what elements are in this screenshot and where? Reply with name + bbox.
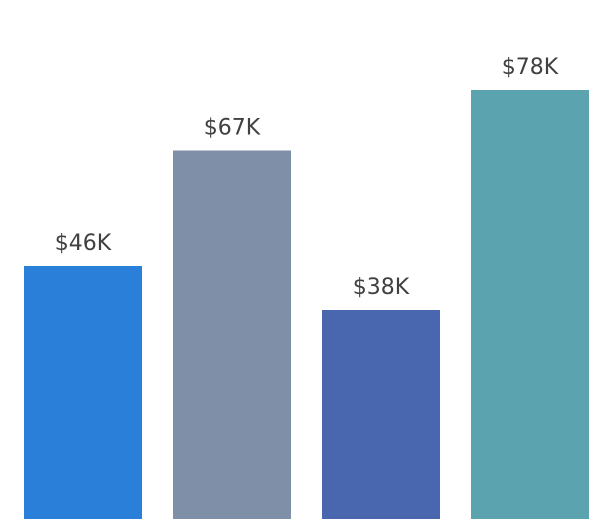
plot-area: $46K $67K $38K $78K <box>24 55 589 519</box>
bar-1 <box>24 266 142 519</box>
data-label-1: $46K <box>55 231 112 256</box>
bar-3 <box>322 310 440 519</box>
data-label-4: $78K <box>502 55 559 80</box>
bar-4 <box>471 90 589 519</box>
data-label-2: $67K <box>204 116 261 141</box>
bar-2 <box>173 150 291 519</box>
data-label-3: $38K <box>353 275 410 300</box>
